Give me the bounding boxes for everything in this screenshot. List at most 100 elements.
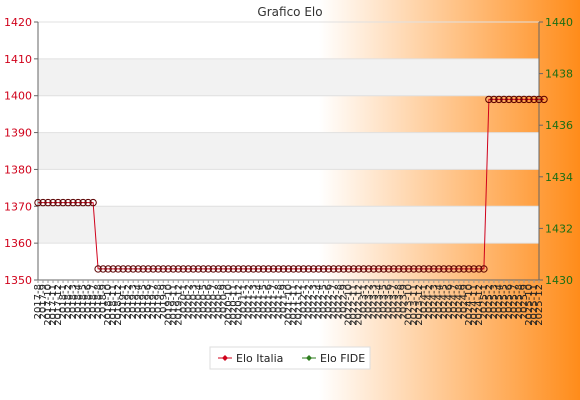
x-tick-label: 2025-5 xyxy=(499,284,510,319)
x-tick-label: 2025-10 xyxy=(524,284,535,326)
data-point xyxy=(299,265,308,273)
data-point xyxy=(244,265,253,273)
x-tick-label: 2024-3 xyxy=(429,284,440,319)
x-tick-label: 2024-11 xyxy=(469,284,480,326)
data-point xyxy=(249,265,258,273)
data-point xyxy=(224,265,233,273)
data-point xyxy=(144,265,152,273)
data-point xyxy=(59,198,67,207)
data-point xyxy=(385,265,393,273)
data-point xyxy=(204,265,213,273)
data-point xyxy=(354,265,363,273)
x-tick-label: 2021-1 xyxy=(238,284,249,319)
x-tick-label: 2022-9 xyxy=(339,284,350,319)
x-tick-label: 2024-4 xyxy=(434,284,445,319)
x-tick-label: 2018-12 xyxy=(113,284,124,326)
x-tick-label: 2024-5 xyxy=(439,284,450,319)
x-tick-label: 2019-2 xyxy=(123,284,134,319)
x-tick-label: 2018-9 xyxy=(98,284,109,319)
x-tick-label: 2022-11 xyxy=(349,284,360,326)
x-tick-label: 2019-3 xyxy=(128,284,139,319)
x-tick-label: 2024-12 xyxy=(474,284,485,326)
y-right-tick-label: 1436 xyxy=(545,119,573,132)
x-tick-label: 2018-4 xyxy=(73,284,84,319)
data-point xyxy=(379,265,388,273)
data-point xyxy=(169,265,177,273)
y-left-tick-label: 1360 xyxy=(4,237,32,250)
x-tick-label: 2023-2 xyxy=(364,284,375,319)
data-point xyxy=(425,265,433,273)
data-point xyxy=(294,265,303,273)
data-point xyxy=(119,265,127,273)
x-tick-label: 2022-4 xyxy=(314,284,325,319)
x-tick-label: 2017-12 xyxy=(53,284,64,326)
data-point xyxy=(440,265,448,273)
x-tick-label: 2019-1 xyxy=(118,284,129,319)
data-point xyxy=(540,95,548,104)
x-tick-label: 2019-8 xyxy=(153,284,164,319)
x-tick-label: 2024-1 xyxy=(419,284,430,319)
data-point xyxy=(279,265,288,273)
data-point xyxy=(284,265,293,273)
x-tick-label: 2021-10 xyxy=(284,284,295,326)
data-point xyxy=(535,95,543,104)
x-tick-label: 2025-8 xyxy=(514,284,525,319)
data-point xyxy=(415,265,423,273)
data-point xyxy=(229,265,238,273)
x-tick-label: 2020-2 xyxy=(183,284,194,319)
data-point xyxy=(435,265,443,273)
y-left-tick-label: 1350 xyxy=(4,274,32,287)
legend-marker-elo-fide xyxy=(306,355,312,361)
x-tick-label: 2025-9 xyxy=(519,284,530,319)
x-tick-label: 2018-2 xyxy=(63,284,74,319)
data-point xyxy=(465,265,473,273)
data-point xyxy=(485,95,493,104)
data-point xyxy=(304,265,313,273)
data-point xyxy=(79,198,87,207)
x-tick-label: 2025-11 xyxy=(529,284,540,326)
x-tick-label: 2020-10 xyxy=(223,284,234,326)
x-tick-label: 2021-9 xyxy=(278,284,289,319)
data-point xyxy=(329,265,338,273)
x-tick-label: 2021-2 xyxy=(243,284,254,319)
x-tick-label: 2018-8 xyxy=(93,284,104,319)
chart-legend: Elo Italia Elo FIDE xyxy=(209,346,371,370)
data-point xyxy=(510,95,518,104)
legend-box xyxy=(209,346,371,370)
x-tick-label: 2025-4 xyxy=(494,284,505,319)
data-point xyxy=(395,265,403,273)
y-left-tick-label: 1400 xyxy=(4,90,32,103)
x-tick-label: 2025-12 xyxy=(534,284,545,326)
legend-label-elo-fide: Elo FIDE xyxy=(320,352,365,365)
data-point xyxy=(104,265,112,273)
x-tick-label: 2024-10 xyxy=(464,284,475,326)
data-point xyxy=(164,265,172,273)
x-tick-label: 2023-11 xyxy=(409,284,420,326)
x-tick-label: 2023-1 xyxy=(359,284,370,319)
data-point xyxy=(274,265,283,273)
data-point xyxy=(44,198,52,207)
data-point xyxy=(209,265,218,273)
data-point xyxy=(500,95,508,104)
data-point xyxy=(219,265,228,273)
y-left-tick-label: 1370 xyxy=(4,200,32,213)
data-point xyxy=(405,265,413,273)
x-tick-label: 2022-3 xyxy=(309,284,320,319)
data-point xyxy=(269,265,278,273)
x-tick-label: 2022-10 xyxy=(344,284,355,326)
x-tick-label: 2018-7 xyxy=(88,284,99,319)
data-point xyxy=(364,265,373,273)
data-point xyxy=(349,265,358,273)
legend-label-elo-italia: Elo Italia xyxy=(236,352,283,365)
x-tick-label: 2020-4 xyxy=(193,284,204,319)
x-tick-label: 2018-1 xyxy=(58,284,69,319)
data-point xyxy=(515,95,523,104)
x-tick-label: 2024-2 xyxy=(424,284,435,319)
x-tick-label: 2022-12 xyxy=(354,284,365,326)
data-point xyxy=(189,265,198,273)
data-point xyxy=(69,198,77,207)
x-tick-label: 2020-9 xyxy=(218,284,229,319)
x-tick-label: 2018-5 xyxy=(78,284,89,319)
data-point xyxy=(344,265,353,273)
data-point xyxy=(420,265,428,273)
